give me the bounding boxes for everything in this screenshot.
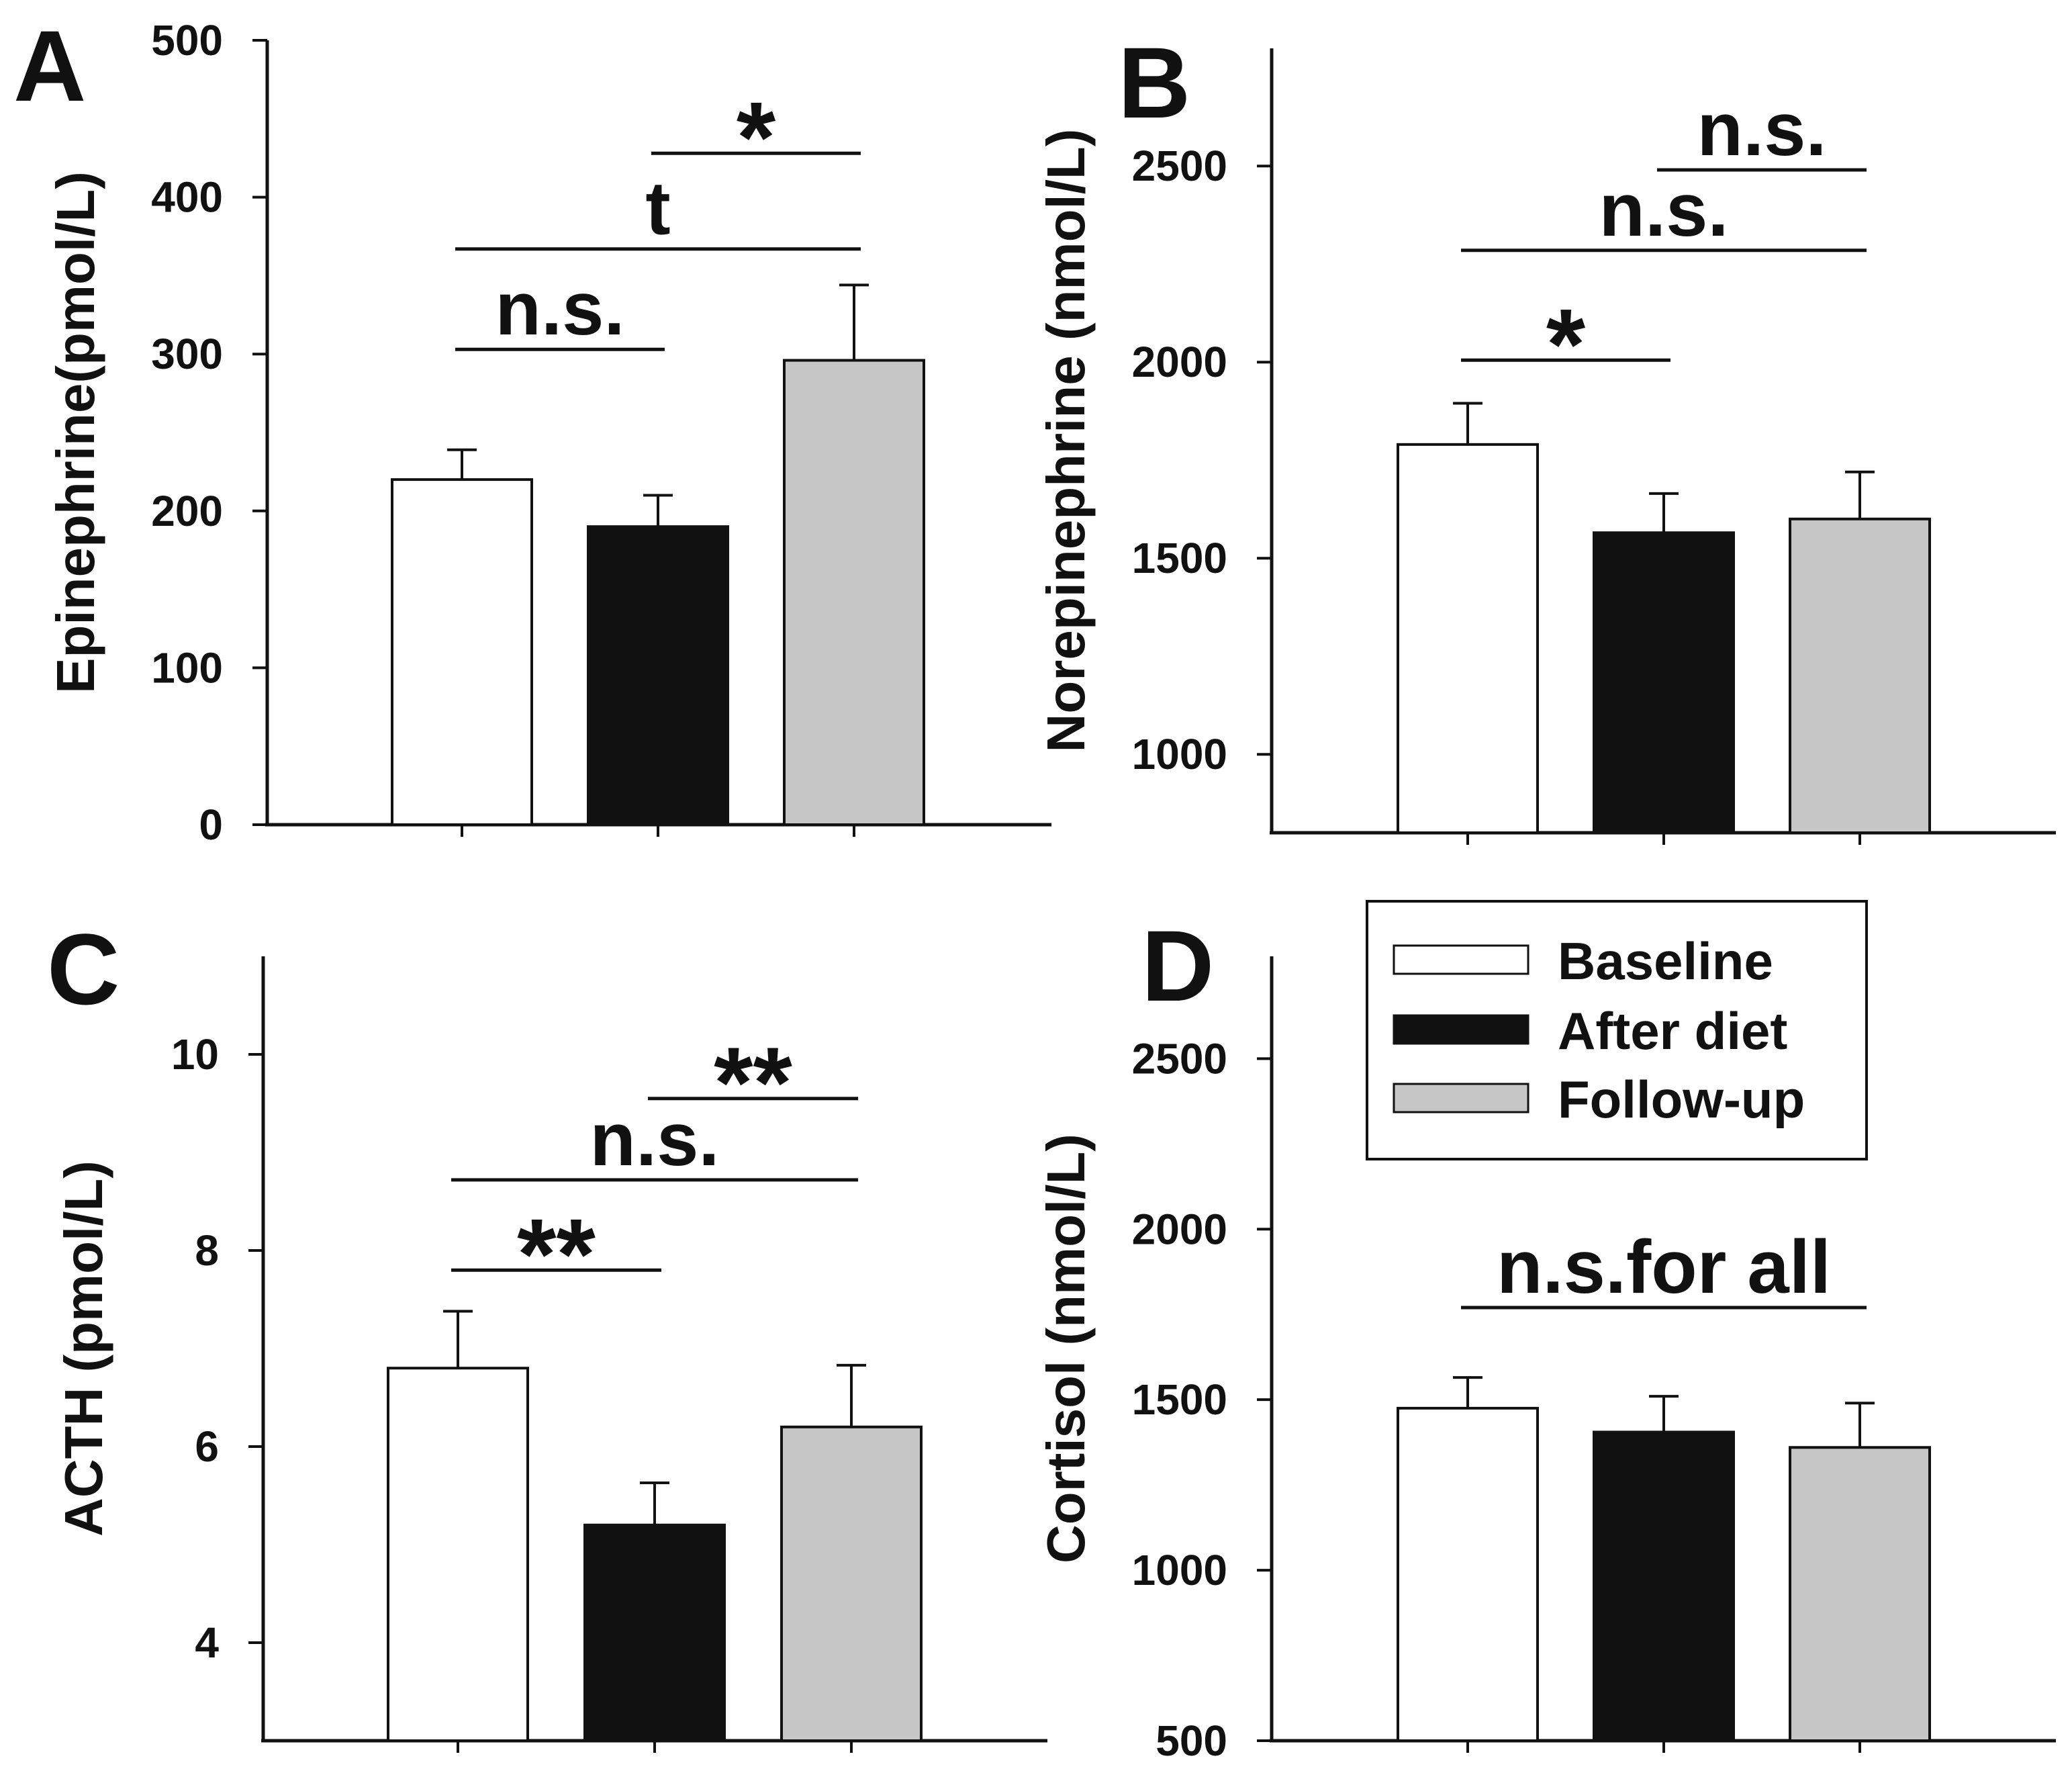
y-tick-label: 200 [151,487,223,535]
bar-baseline [1397,1406,1539,1743]
legend-label-follow-up: Follow-up [1558,1070,1805,1129]
legend: Baseline After diet Follow-up [1366,900,1868,1160]
legend-label-baseline: Baseline [1558,931,1773,991]
significance-label: n.s. [496,267,625,351]
significance-label: n.s. [590,1097,720,1181]
y-tick-label: 500 [151,16,223,64]
y-tick-label: 2000 [1132,338,1227,386]
bar-follow-up [780,1425,923,1743]
significance-label: ** [714,1026,792,1139]
y-tick-label: 1500 [1132,534,1227,582]
y-axis-title: Norepinephrine (nmol/L) [1036,129,1096,753]
bar-after-diet [587,525,729,826]
bar-after-diet [1593,1430,1735,1743]
panel-letter: D [1141,909,1214,1022]
y-tick-label: 500 [1156,1717,1227,1765]
legend-swatch-follow-up [1393,1083,1529,1113]
y-tick-label: 4 [195,1618,219,1667]
significance-label: t [645,167,670,250]
y-tick-label: 6 [195,1422,219,1471]
y-tick-label: 10 [171,1030,219,1079]
legend-swatch-after-diet [1393,1014,1529,1045]
bar-follow-up [1789,1446,1931,1742]
panel-letter: A [13,9,86,122]
bar-follow-up [783,359,925,826]
significance-label: ** [517,1197,596,1310]
panel-a: 0 100 200 300 400 500 Epinephrine(pmol/L) An.s.… [13,9,1051,849]
y-axis-title: ACTH (pmol/L) [54,1160,113,1537]
y-tick-label: 1000 [1132,1546,1227,1594]
significance-label: * [1546,287,1586,400]
bar-after-diet [1593,531,1735,834]
panel-letter: C [47,913,120,1025]
legend-label-after-diet: After diet [1558,1001,1787,1060]
y-tick-label: 2000 [1132,1205,1227,1253]
panel-b: 1000 1500 2000 2500 Norepinephrine (nmol/L) B… [1036,26,2056,845]
bar-after-diet [583,1523,726,1743]
y-tick-label: 100 [151,643,223,692]
y-tick-label: 300 [151,330,223,378]
bar-baseline [1397,443,1539,834]
significance-label: n.s.for all [1497,1225,1831,1309]
y-tick-label: 1500 [1132,1375,1227,1424]
bar-baseline [391,478,533,826]
y-tick-label: 2500 [1132,1034,1227,1083]
bar-baseline [387,1367,529,1742]
panel-letter: B [1118,26,1190,139]
y-tick-label: 2500 [1132,142,1227,190]
y-tick-label: 400 [151,173,223,222]
y-tick-label: 0 [199,801,223,849]
significance-label: n.s. [1697,87,1827,171]
legend-swatch-baseline [1393,944,1529,975]
bar-follow-up [1789,517,1931,834]
panel-d: 500 1000 1500 2000 2500 Cortisol (nmol/L) Dn.s… [1036,909,2056,1765]
y-tick-label: 1000 [1132,730,1227,778]
y-axis-title: Cortisol (nmol/L) [1036,1134,1096,1563]
significance-label: n.s. [1599,168,1729,252]
y-tick-label: 8 [195,1226,219,1275]
y-axis-title: Epinephrine(pmol/L) [46,171,105,694]
significance-label: * [737,81,776,193]
